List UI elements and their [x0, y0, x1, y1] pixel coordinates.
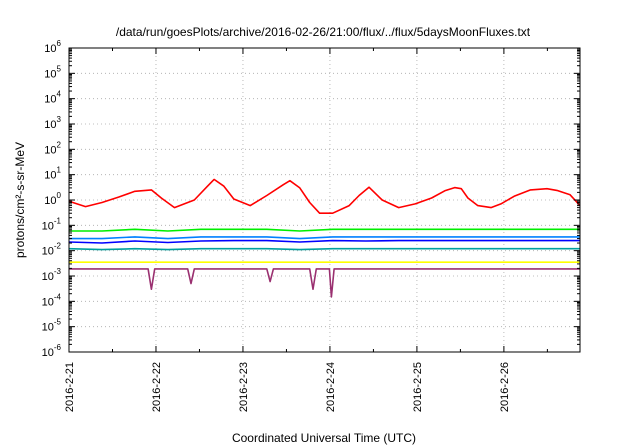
series-line-1 [69, 228, 580, 232]
x-tick-label: 2016-2-23 [238, 362, 250, 412]
y-tick-label: 105 [44, 64, 61, 80]
y-tick-label: 103 [44, 115, 61, 131]
x-tick-label: 2016-2-21 [64, 362, 76, 412]
series-group [68, 178, 581, 298]
y-tick-label: 100 [44, 191, 61, 207]
y-tick-label: 10-1 [42, 216, 62, 232]
y-tick-label: 10-4 [42, 292, 62, 308]
series-line-0 [68, 178, 581, 214]
y-tick-label: 10-6 [42, 343, 62, 359]
series-line-4 [68, 247, 580, 251]
series-line-6 [69, 268, 580, 298]
y-tick-label: 10-5 [42, 318, 62, 334]
grid [69, 48, 580, 352]
y-tick-label: 102 [44, 140, 61, 156]
y-tick-label: 106 [44, 39, 61, 55]
x-tick-label: 2016-2-24 [325, 362, 337, 412]
y-tick-label: 10-3 [42, 267, 62, 283]
x-tick-label: 2016-2-22 [151, 362, 163, 412]
y-tick-label: 104 [44, 90, 61, 106]
x-tick-label: 2016-2-26 [499, 362, 511, 412]
x-tick-label: 2016-2-25 [412, 362, 424, 412]
y-axis: 10-6 10-5 10-4 10-3 10-2 10-1 100 101 102 103 104 1… [42, 39, 580, 359]
y-axis-label: protons/cm²-s-sr-MeV [13, 142, 27, 258]
x-axis-label: Coordinated Universal Time (UTC) [232, 431, 416, 445]
chart-title: /data/run/goesPlots/archive/2016-02-26/2… [116, 25, 531, 39]
series-line-2 [69, 236, 580, 240]
x-axis: 2016-2-21 2016-2-22 2016-2-23 2016-2-24 2016… [64, 48, 548, 412]
series-line-3 [68, 239, 580, 244]
y-tick-label: 101 [44, 166, 61, 182]
y-tick-label: 10-2 [42, 242, 62, 258]
